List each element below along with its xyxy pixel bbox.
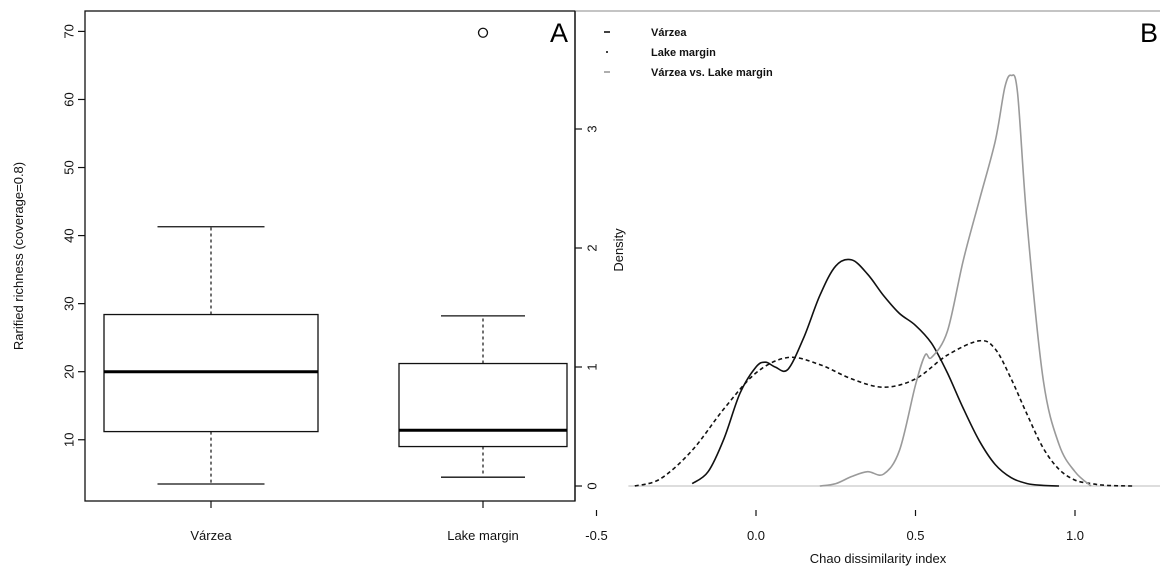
panel-a-y-tick-label: 70: [62, 24, 77, 38]
panel-a-x-tick-label: Lake margin: [447, 528, 519, 543]
panel-a-x-ticks: Várzea Lake margin: [190, 501, 519, 543]
panel-a-y-tick-label: 30: [62, 296, 77, 310]
panel-b-curves: [628, 74, 1160, 487]
panel-b-y-tick-label: 0: [585, 482, 600, 489]
density-curve-1: [634, 339, 1133, 487]
panel-b-y-ticks: 0 1 2 3: [575, 125, 600, 490]
panel-a-box-0: [103, 226, 319, 485]
outlier-point: [477, 27, 489, 38]
density-curve-2: [819, 74, 1092, 487]
box-iqr: [398, 362, 568, 448]
panel-b-y-axis-label: Density: [611, 228, 626, 272]
panel-a-y-tick-label: 60: [62, 92, 77, 106]
panel-a-y-axis-label: Rarified richness (coverage=0.8): [11, 162, 26, 350]
legend-label: Lake margin: [651, 47, 716, 59]
panel-b-x-tick-label: 1.0: [1066, 528, 1084, 543]
panel-a-box-1: [398, 27, 568, 478]
density-curve-0: [691, 258, 1060, 487]
panel-b-x-tick-label: -0.5: [585, 528, 607, 543]
panel-a-x-tick-label: Várzea: [190, 528, 232, 543]
panel-a-boxplot: A Rarified richness (coverage=0.8) 10 20 3…: [11, 10, 576, 543]
panel-b-x-tick-label: 0.5: [906, 528, 924, 543]
legend-label: Várzea: [651, 27, 687, 39]
panel-a-y-tick-label: 50: [62, 160, 77, 174]
panel-b-y-tick-label: 1: [585, 363, 600, 370]
panel-b-y-tick-label: 3: [585, 125, 600, 132]
panel-b-x-tick-label: 0.0: [747, 528, 765, 543]
legend-label: Várzea vs. Lake margin: [651, 67, 773, 79]
panel-a-y-ticks: 10 20 30 40 50 60 70: [62, 24, 85, 447]
panel-a-boxes: [103, 27, 568, 485]
panel-a-y-tick-label: 10: [62, 433, 77, 447]
panel-b-letter: B: [1140, 18, 1158, 48]
panel-b-y-tick-label: 2: [585, 244, 600, 251]
panel-b-x-ticks: -0.5 0.0 0.5 1.0: [585, 510, 1084, 543]
panel-b-x-axis-label: Chao dissimilarity index: [810, 551, 947, 566]
panel-a-letter: A: [550, 18, 568, 48]
panel-b-density: B Density Chao dissimilarity index 0123 …: [574, 10, 1160, 566]
panel-a-y-tick-label: 40: [62, 228, 77, 242]
panel-a-y-tick-label: 20: [62, 364, 77, 378]
panel-b-legend: Várzea Lake margin Várzea vs. Lake margin: [604, 27, 773, 79]
